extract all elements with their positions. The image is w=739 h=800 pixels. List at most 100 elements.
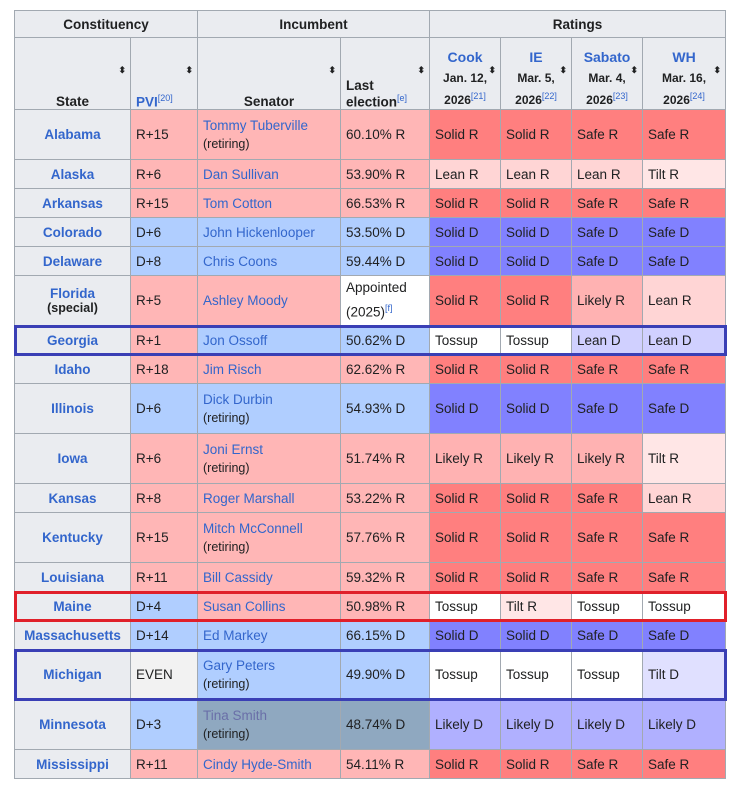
- senator-link[interactable]: Bill Cassidy: [203, 569, 273, 585]
- state-link[interactable]: Iowa: [57, 451, 88, 466]
- senator-link[interactable]: Jim Risch: [203, 361, 262, 377]
- source-ref[interactable]: [21]: [470, 91, 486, 101]
- source-year: 2026[24]: [648, 87, 720, 109]
- state-row-alaska: Alaska R+6 Dan Sullivan 53.90% R Lean R Lean …: [14, 159, 727, 189]
- senator-link[interactable]: Jon Ossoff: [203, 332, 268, 348]
- state-cell[interactable]: Alabama: [14, 109, 131, 160]
- sabato-column-header[interactable]: Sabato Mar. 4, 2026[23] ⬍: [571, 37, 644, 110]
- senator-link[interactable]: Susan Collins: [203, 598, 286, 614]
- senator-link[interactable]: Ashley Moody: [203, 293, 288, 308]
- pvi-link[interactable]: PVI: [136, 94, 158, 109]
- sort-icon[interactable]: ⬍: [488, 65, 497, 75]
- senator-link[interactable]: Joni Ernst: [203, 442, 264, 457]
- senator-link[interactable]: Tina Smith: [203, 708, 268, 723]
- state-link[interactable]: Idaho: [54, 361, 91, 377]
- state-cell[interactable]: Florida (special): [14, 275, 131, 326]
- state-link[interactable]: Colorado: [42, 224, 103, 240]
- pvi-ref[interactable]: [20]: [157, 92, 173, 103]
- state-link[interactable]: Arkansas: [42, 195, 103, 211]
- state-cell[interactable]: Louisiana: [14, 562, 131, 592]
- state-link[interactable]: Massachusetts: [24, 627, 121, 643]
- state-cell[interactable]: Arkansas: [14, 188, 131, 218]
- sort-icon[interactable]: ⬍: [417, 65, 426, 75]
- state-cell[interactable]: Delaware: [14, 246, 131, 276]
- senator-link[interactable]: Tom Cotton: [203, 195, 273, 211]
- pvi-cell: EVEN: [129, 649, 199, 700]
- state-cell[interactable]: Idaho: [14, 354, 131, 384]
- source-name-link[interactable]: Cook: [447, 49, 483, 65]
- state-cell[interactable]: Massachusetts: [14, 620, 131, 650]
- state-column-header[interactable]: State ⬍: [14, 37, 131, 110]
- wh-column-header[interactable]: WH Mar. 16, 2026[24] ⬍: [642, 37, 727, 110]
- sabato-rating-cell: Safe R: [571, 749, 644, 779]
- sort-icon[interactable]: ⬍: [630, 65, 639, 75]
- cook-column-header[interactable]: Cook Jan. 12, 2026[21] ⬍: [429, 37, 502, 110]
- state-link[interactable]: Mississippi: [36, 756, 109, 772]
- state-link[interactable]: Delaware: [42, 253, 103, 269]
- state-cell[interactable]: Minnesota: [14, 699, 131, 750]
- senator-link[interactable]: Chris Coons: [203, 253, 278, 269]
- appointed-ref[interactable]: [f]: [385, 303, 393, 314]
- senator-link[interactable]: Dan Sullivan: [203, 166, 279, 182]
- state-link[interactable]: Florida: [49, 286, 95, 301]
- senator-cell: Joni Ernst (retiring): [197, 433, 342, 484]
- source-ref[interactable]: [22]: [541, 91, 557, 101]
- incumbent-header: Incumbent: [197, 10, 431, 38]
- ie-rating-cell: Tossup: [500, 649, 573, 700]
- senator-link[interactable]: Ed Markey: [203, 627, 268, 643]
- state-link[interactable]: Kentucky: [42, 530, 103, 545]
- state-link[interactable]: Illinois: [51, 401, 94, 416]
- ie-column-header[interactable]: IE Mar. 5, 2026[22] ⬍: [500, 37, 573, 110]
- pvi-cell: R+15: [129, 109, 199, 160]
- source-year: 2026[23]: [577, 87, 637, 109]
- state-cell[interactable]: Michigan: [14, 649, 131, 700]
- cook-rating-cell: Solid D: [429, 620, 502, 650]
- state-link[interactable]: Georgia: [46, 332, 98, 348]
- pvi-column-header[interactable]: PVI[20] ⬍: [129, 37, 199, 110]
- senator-link[interactable]: Roger Marshall: [203, 490, 295, 506]
- last-election-result: 53.22% R: [346, 490, 406, 506]
- source-year-label: 2026: [444, 93, 471, 107]
- state-link[interactable]: Minnesota: [39, 717, 106, 732]
- sabato-rating-cell: Safe R: [571, 483, 644, 513]
- state-cell[interactable]: Maine: [14, 591, 131, 621]
- state-cell[interactable]: Illinois: [14, 383, 131, 434]
- source-name-link[interactable]: WH: [672, 49, 696, 65]
- senator-link[interactable]: Dick Durbin: [203, 392, 273, 407]
- source-ref[interactable]: [23]: [612, 91, 628, 101]
- state-cell[interactable]: Iowa: [14, 433, 131, 484]
- senator-link[interactable]: Tommy Tuberville: [203, 118, 309, 133]
- state-cell[interactable]: Colorado: [14, 217, 131, 247]
- state-link[interactable]: Kansas: [48, 490, 97, 506]
- last-election-result: 66.15% D: [346, 627, 406, 643]
- source-name-link[interactable]: IE: [529, 49, 543, 65]
- source-ref[interactable]: [24]: [689, 91, 705, 101]
- state-cell[interactable]: Kansas: [14, 483, 131, 513]
- state-link[interactable]: Alaska: [50, 166, 95, 182]
- cook-rating-cell: Solid R: [429, 483, 502, 513]
- sort-icon[interactable]: ⬍: [185, 65, 194, 75]
- state-cell[interactable]: Georgia: [14, 325, 131, 355]
- sort-icon[interactable]: ⬍: [118, 65, 126, 75]
- state-link[interactable]: Michigan: [43, 667, 102, 682]
- wh-rating-cell: Safe R: [642, 354, 727, 384]
- senator-link[interactable]: Mitch McConnell: [203, 521, 303, 536]
- senator-column-header[interactable]: Senator ⬍: [197, 37, 342, 110]
- source-date: Mar. 4,: [588, 71, 626, 85]
- state-link[interactable]: Maine: [53, 598, 92, 614]
- last-election-column-header[interactable]: Last election[e] ⬍: [340, 37, 431, 110]
- state-link[interactable]: Alabama: [44, 127, 101, 142]
- senator-link[interactable]: Gary Peters: [203, 658, 276, 673]
- last-election-ref[interactable]: [e]: [397, 92, 408, 103]
- senator-link[interactable]: John Hickenlooper: [203, 224, 315, 240]
- state-link[interactable]: Louisiana: [40, 569, 104, 585]
- senator-link[interactable]: Cindy Hyde-Smith: [203, 756, 312, 772]
- state-cell[interactable]: Kentucky: [14, 512, 131, 563]
- sort-icon[interactable]: ⬍: [559, 65, 568, 75]
- wh-rating-cell: Safe R: [642, 562, 727, 592]
- sort-icon[interactable]: ⬍: [328, 65, 337, 75]
- state-cell[interactable]: Mississippi: [14, 749, 131, 779]
- state-cell[interactable]: Alaska: [14, 159, 131, 189]
- source-name-link[interactable]: Sabato: [583, 49, 631, 65]
- sort-icon[interactable]: ⬍: [713, 65, 722, 75]
